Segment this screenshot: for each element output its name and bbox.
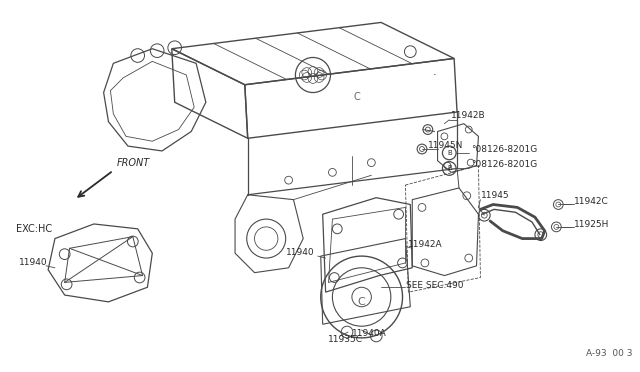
Text: 11945N: 11945N bbox=[428, 141, 463, 150]
Text: 11940A: 11940A bbox=[352, 330, 387, 339]
Text: B: B bbox=[447, 150, 452, 156]
Text: °08126-8201G: °08126-8201G bbox=[470, 144, 537, 154]
Text: 11942C: 11942C bbox=[574, 197, 609, 206]
Text: 11940: 11940 bbox=[285, 248, 314, 257]
Text: 11942B: 11942B bbox=[451, 111, 486, 121]
Text: SEE SEC.490: SEE SEC.490 bbox=[406, 281, 464, 290]
Text: EXC:HC: EXC:HC bbox=[16, 224, 52, 234]
Text: B: B bbox=[447, 166, 452, 171]
Text: ·: · bbox=[433, 70, 436, 80]
Text: C: C bbox=[353, 92, 360, 102]
Text: A-93  00 3: A-93 00 3 bbox=[586, 349, 632, 358]
Text: 11945: 11945 bbox=[481, 191, 510, 200]
Text: C: C bbox=[358, 297, 365, 307]
Text: FRONT: FRONT bbox=[116, 158, 150, 169]
Text: °08126-8201G: °08126-8201G bbox=[470, 160, 537, 169]
Text: 11940: 11940 bbox=[19, 259, 47, 267]
Text: 11942A: 11942A bbox=[408, 240, 443, 249]
Text: 11925H: 11925H bbox=[574, 221, 609, 230]
Text: 11935C: 11935C bbox=[328, 335, 362, 344]
